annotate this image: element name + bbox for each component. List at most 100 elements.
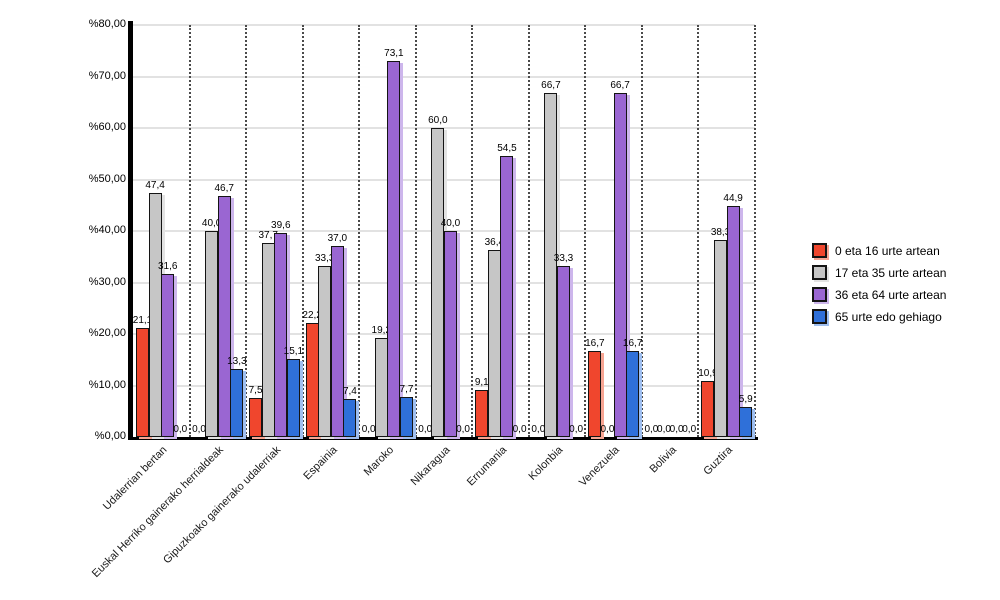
value-label: 7,7 (399, 384, 414, 396)
category-label: Errumania (464, 444, 510, 489)
bar (374, 338, 388, 437)
value-label: 40,0 (201, 218, 222, 229)
bar (431, 128, 445, 437)
value-label: 37,0 (327, 233, 348, 245)
value-label: 0,0 (657, 424, 671, 435)
value-label: 10,9 (698, 367, 718, 379)
group-separator (527, 25, 530, 437)
value-label: 46,7 (214, 183, 234, 195)
value-label: 9,1 (474, 377, 489, 389)
bar (739, 406, 753, 437)
bar (249, 398, 263, 437)
bar (286, 359, 300, 437)
legend-swatch (812, 287, 827, 302)
bar (318, 265, 332, 437)
value-label: 38,3 (710, 226, 731, 238)
legend-label: 36 eta 64 urte artean (835, 287, 947, 302)
bar (613, 93, 627, 437)
legend-swatch (812, 265, 827, 280)
category-label: Venezuela (577, 444, 623, 489)
category-label: Espainia (301, 444, 340, 483)
value-label: 0,0 (682, 424, 697, 435)
bar (701, 380, 715, 437)
value-label: 33,3 (553, 252, 574, 264)
value-label: 0,0 (361, 424, 376, 435)
group-separator (697, 25, 700, 437)
category-label: Maroko (361, 444, 396, 479)
bar (217, 196, 231, 437)
bar (475, 390, 489, 437)
bar (544, 93, 558, 437)
y-tick-label: %30,00 (88, 275, 126, 288)
value-label: 40,0 (440, 218, 461, 229)
category-label: Bolivia (647, 444, 679, 476)
value-label: 0,0 (512, 424, 527, 435)
bar (230, 368, 244, 437)
y-tick-label: %70,00 (88, 69, 126, 82)
bar (261, 242, 275, 437)
group-separator (188, 25, 191, 437)
value-label: 44,9 (723, 192, 743, 204)
group-separator (358, 25, 361, 437)
legend: 0 eta 16 urte artean 17 eta 35 urte artea… (812, 243, 946, 331)
legend-swatch (812, 243, 827, 258)
bar (443, 231, 457, 437)
legend-item: 17 eta 35 urte artean (812, 265, 946, 280)
value-label: 16,7 (585, 337, 605, 349)
value-label: 36,4 (484, 236, 505, 248)
value-label: 19,2 (371, 325, 392, 337)
group-separator (584, 25, 587, 437)
bar (387, 60, 401, 437)
value-label: 73,1 (384, 47, 404, 59)
value-label: 66,7 (610, 80, 630, 92)
value-label: 7,4 (342, 385, 357, 397)
legend-item: 0 eta 16 urte artean (812, 243, 946, 258)
y-tick-label: %60,00 (88, 121, 126, 133)
y-tick-label: %0,00 (94, 430, 126, 442)
legend-label: 0 eta 16 urte artean (835, 243, 940, 258)
legend-swatch (812, 309, 827, 324)
legend-item: 36 eta 64 urte artean (812, 287, 946, 302)
value-label: 0,0 (600, 424, 615, 435)
value-label: 54,5 (497, 143, 517, 155)
group-separator (754, 25, 756, 437)
value-label: 16,7 (622, 337, 643, 349)
y-tick-label: %10,00 (88, 378, 126, 391)
value-label: 60,0 (428, 115, 448, 126)
bar (726, 205, 740, 437)
category-label: Guztira (701, 444, 736, 478)
bar (626, 350, 640, 437)
value-label: 33,3 (315, 252, 335, 264)
gridline (133, 24, 755, 26)
value-label: 39,6 (271, 220, 291, 232)
category-label: Kolonbia (526, 444, 566, 483)
group-separator (301, 25, 304, 437)
value-label: 21,1 (132, 315, 153, 327)
x-axis-line (128, 437, 758, 440)
bar (274, 233, 288, 437)
group-separator (414, 25, 417, 437)
value-label: 22,2 (302, 309, 322, 321)
value-label: 0,0 (569, 424, 584, 435)
y-tick-label: %40,00 (88, 224, 126, 236)
y-tick-label: %20,00 (88, 327, 126, 339)
value-label: 31,6 (157, 261, 178, 273)
bar (714, 239, 728, 437)
bar (136, 328, 149, 437)
value-label: 66,7 (541, 80, 561, 92)
value-label: 47,4 (145, 179, 165, 191)
legend-item: 65 urte edo gehiago (812, 309, 946, 324)
value-label: 0,0 (173, 424, 188, 435)
bar (487, 249, 501, 437)
group-separator (640, 25, 643, 437)
bar (588, 350, 602, 437)
bar (557, 265, 571, 437)
bar (343, 398, 357, 437)
bar (500, 156, 514, 437)
bar (205, 231, 219, 437)
group-separator (245, 25, 248, 437)
category-label: Gipuzkoako gainerako udalerriak (160, 444, 283, 567)
value-label: 13,3 (227, 355, 247, 367)
y-tick-label: %80,00 (88, 18, 126, 30)
